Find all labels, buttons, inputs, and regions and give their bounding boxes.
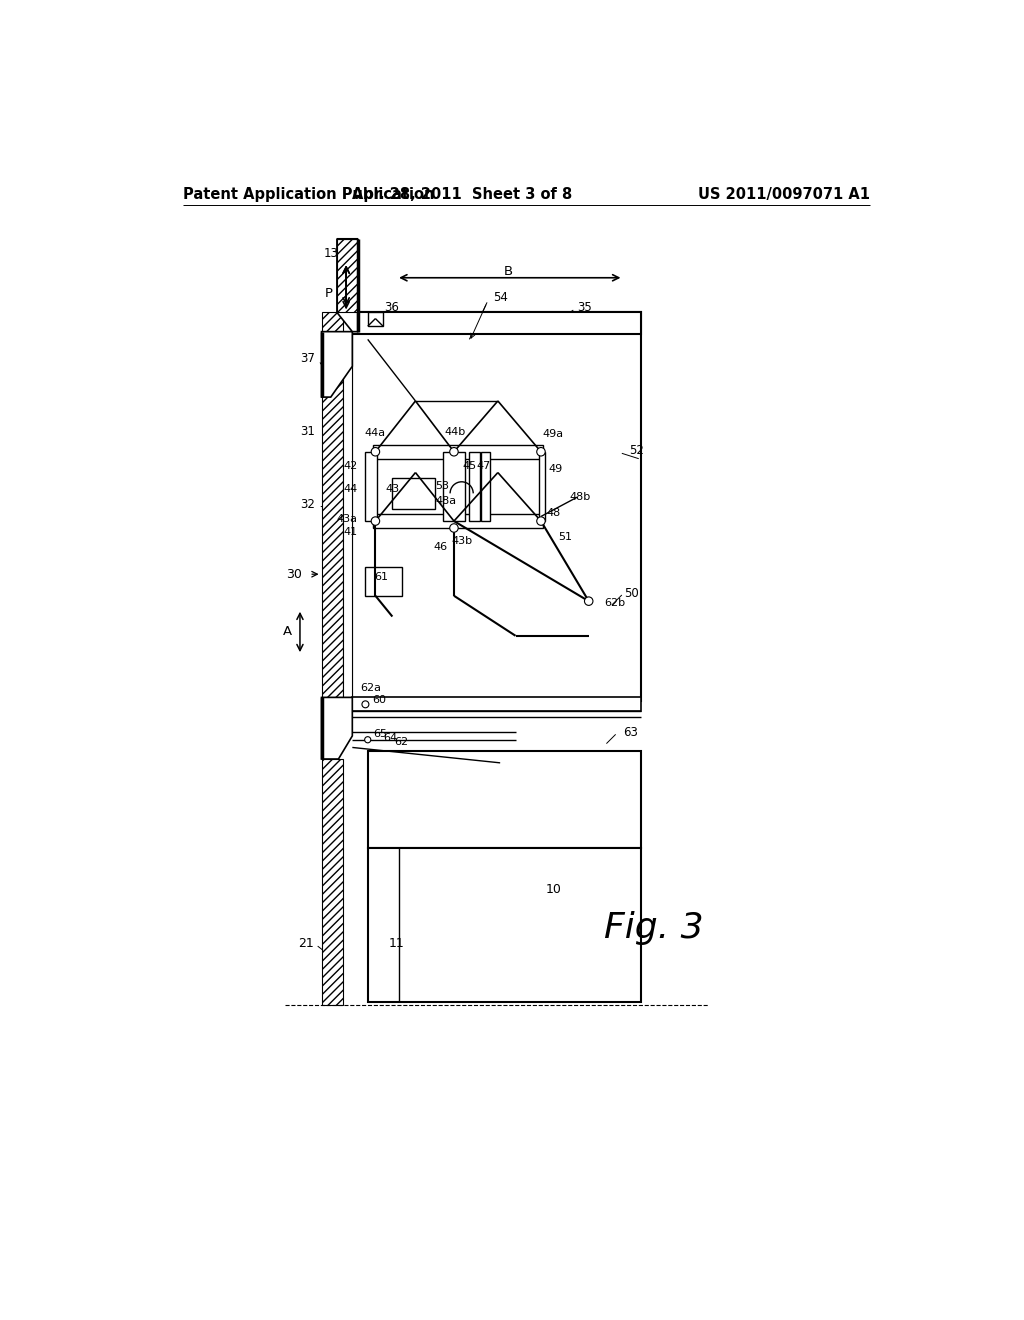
Bar (368, 751, 641, 847)
Text: 49a: 49a (543, 429, 563, 440)
Text: 21: 21 (298, 937, 313, 950)
Bar (352, 697, 641, 711)
Text: 30: 30 (287, 568, 302, 581)
Circle shape (537, 447, 545, 455)
Bar (352, 313, 641, 334)
Text: 13: 13 (324, 247, 339, 260)
Bar (366, 451, 377, 521)
Circle shape (365, 737, 371, 743)
Circle shape (371, 517, 380, 525)
Bar (539, 451, 545, 521)
Circle shape (371, 447, 380, 455)
Text: 36: 36 (385, 301, 399, 314)
Text: Apr. 28, 2011  Sheet 3 of 8: Apr. 28, 2011 Sheet 3 of 8 (351, 187, 571, 202)
Bar (373, 445, 543, 459)
Text: Fig. 3: Fig. 3 (604, 911, 703, 945)
Bar (392, 478, 435, 508)
Text: 50: 50 (624, 587, 638, 601)
Text: 63: 63 (624, 726, 638, 739)
Text: 43b: 43b (452, 536, 472, 546)
Text: B: B (504, 265, 512, 279)
Text: 11: 11 (388, 937, 404, 950)
Polygon shape (368, 313, 383, 326)
Text: 62a: 62a (360, 684, 381, 693)
Text: 60: 60 (373, 694, 386, 705)
Text: 65: 65 (373, 730, 387, 739)
Text: 48: 48 (547, 508, 561, 517)
Text: 53: 53 (435, 480, 450, 491)
Text: 42: 42 (343, 462, 357, 471)
Text: 37: 37 (300, 352, 315, 366)
Bar (368, 847, 641, 1002)
Text: 52: 52 (630, 445, 644, 458)
Text: 49: 49 (549, 463, 563, 474)
Text: 43: 43 (385, 484, 399, 495)
Text: US 2011/0097071 A1: US 2011/0097071 A1 (697, 187, 869, 202)
Text: 54: 54 (493, 290, 508, 304)
Text: 48a: 48a (435, 496, 457, 506)
Text: 51: 51 (558, 532, 572, 543)
Circle shape (361, 701, 369, 708)
Text: P: P (325, 286, 333, 300)
Text: 44b: 44b (444, 426, 466, 437)
Bar (469, 451, 480, 521)
Bar (481, 451, 490, 521)
Text: 44a: 44a (365, 428, 386, 438)
Text: 31: 31 (300, 425, 315, 438)
Text: 10: 10 (546, 883, 562, 896)
Text: Patent Application Publication: Patent Application Publication (183, 187, 434, 202)
Bar (322, 313, 343, 697)
Bar (443, 451, 465, 521)
Text: 61: 61 (374, 572, 388, 582)
Text: 35: 35 (578, 301, 592, 314)
Bar (366, 566, 402, 595)
Text: 45: 45 (462, 462, 476, 471)
Bar (322, 759, 343, 1006)
Text: 62b: 62b (604, 598, 626, 609)
Text: 32: 32 (300, 499, 315, 511)
Text: 48b: 48b (569, 492, 591, 502)
Bar (373, 513, 543, 528)
Circle shape (450, 447, 458, 455)
Bar (352, 313, 641, 701)
Circle shape (585, 597, 593, 606)
Polygon shape (322, 697, 352, 759)
Text: 47: 47 (476, 462, 490, 471)
Text: 46: 46 (434, 543, 447, 552)
Text: A: A (283, 626, 292, 639)
Circle shape (537, 517, 545, 525)
Polygon shape (337, 239, 357, 331)
Text: 62: 62 (394, 737, 408, 747)
Text: 44: 44 (343, 484, 357, 495)
Text: 64: 64 (383, 733, 397, 743)
Bar (337, 239, 357, 313)
Text: 43a: 43a (337, 513, 357, 524)
Circle shape (450, 524, 458, 532)
Bar (343, 331, 352, 697)
Text: 41: 41 (344, 527, 357, 537)
Polygon shape (322, 331, 352, 397)
